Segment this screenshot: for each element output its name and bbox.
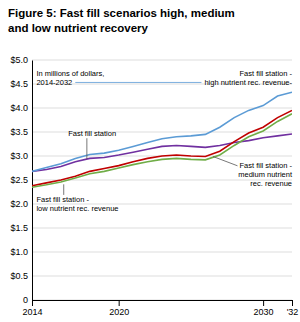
lines: [32, 92, 292, 187]
y-tick-label: $5.0: [10, 55, 28, 65]
y-tick: $4.0: [10, 103, 32, 113]
annotation: Fast fill station -: [239, 161, 292, 170]
x-axis-line: [33, 301, 293, 307]
y-tick: $3.0: [10, 151, 32, 161]
y-tick: 0: [23, 295, 32, 305]
x-tick: '32: [287, 300, 299, 317]
grid-line: [32, 228, 292, 229]
annotation: Fast fill station -: [36, 195, 89, 204]
y-tick-label: $1.5: [10, 223, 28, 233]
x-tick-label: 2020: [109, 307, 129, 317]
annotation: In millions of dollars,: [36, 69, 104, 78]
connector: [213, 156, 238, 165]
y-tick: $3.5: [10, 127, 32, 137]
connector: [63, 184, 64, 195]
title: Figure 5: Fast fill scenarios high, medi…: [8, 7, 235, 19]
y-tick-label: $2.5: [10, 175, 28, 185]
grid-line: [32, 60, 292, 61]
annotation: medium nutrient: [238, 170, 293, 179]
annotation: Fast fill station: [68, 129, 116, 138]
y-tick: $1.0: [10, 247, 32, 257]
title: and low nutrient recovery: [8, 22, 149, 34]
y-axis-line: [32, 61, 33, 301]
y-tick-label: $2.0: [10, 199, 28, 209]
annotation: rec. revenue: [250, 179, 292, 188]
x-tick-mark: [32, 300, 33, 306]
y-tick: $2.5: [10, 175, 32, 185]
grid-line: [32, 276, 292, 277]
x-tick-label: 2014: [22, 307, 42, 317]
y-tick: $4.5: [10, 79, 32, 89]
y-tick-label: $4.5: [10, 79, 28, 89]
chart: Figure 5: Fast fill scenarios high, medi…: [0, 0, 300, 322]
annotations: In millions of dollars,2014-2032 Fast fil…: [36, 69, 292, 213]
x-tick-mark: [119, 300, 120, 306]
y-tick: $0.5: [10, 271, 32, 281]
y-tick-label: 0: [23, 295, 28, 305]
y-tick: $1.5: [10, 223, 32, 233]
annotation: Fast fill station -: [239, 69, 292, 78]
series-line: [32, 114, 292, 187]
annotation: 2014-2032: [36, 78, 72, 87]
plot: 2014 2020 2030 '32 0 $0.5 $1.0 $1.5 $2.0 $2.5 $3.0…: [10, 55, 298, 317]
x-tick: 2030: [254, 300, 274, 317]
y-tick-label: $3.5: [10, 127, 28, 137]
annotation: high nutrient rec. revenue-: [204, 78, 292, 87]
x-tick-mark: [292, 300, 293, 306]
y-tick-label: $3.0: [10, 151, 28, 161]
connector: [86, 138, 87, 159]
x-tick: 2020: [109, 300, 129, 317]
y-tick-label: $0.5: [10, 271, 28, 281]
x-axis: 2014 2020 2030 '32: [22, 300, 298, 317]
y-axis: 0 $0.5 $1.0 $1.5 $2.0 $2.5 $3.0 $3.5 $4.0 $4.5 $5.…: [10, 55, 32, 305]
y-tick: $2.0: [10, 199, 32, 209]
connector: [75, 82, 201, 83]
y-tick: $5.0: [10, 55, 32, 65]
x-tick-label: 2030: [254, 307, 274, 317]
annotation: low nutrient rec. revenue: [36, 204, 118, 213]
x-tick-mark: [263, 300, 264, 306]
series-line: [32, 110, 292, 185]
x-tick-label: '32: [287, 307, 299, 317]
y-tick-label: $4.0: [10, 103, 28, 113]
y-tick-label: $1.0: [10, 247, 28, 257]
grid-line: [32, 252, 292, 253]
grid: [32, 60, 292, 300]
